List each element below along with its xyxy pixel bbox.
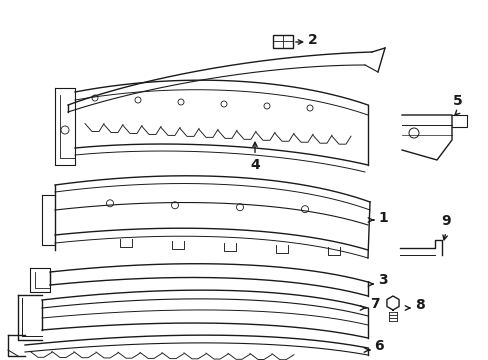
Text: 6: 6 [373,339,383,353]
Bar [272,35,292,48]
Text: 7: 7 [369,297,379,311]
Text: 2: 2 [307,33,317,47]
Text: 5: 5 [452,94,462,108]
Text: 1: 1 [377,211,387,225]
Text: 3: 3 [377,273,387,287]
Text: 9: 9 [440,214,450,228]
Text: 4: 4 [250,142,259,172]
Text: 8: 8 [414,298,424,312]
